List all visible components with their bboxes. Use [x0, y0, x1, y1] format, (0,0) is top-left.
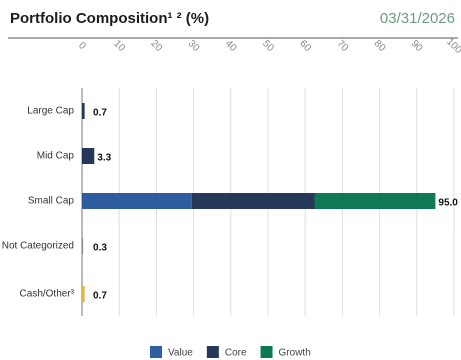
bar [82, 148, 95, 164]
data-label: 0.3 [93, 243, 107, 254]
x-tick-label: 90 [409, 38, 425, 54]
x-tick-label: 60 [297, 38, 313, 54]
x-tick-label: 30 [186, 38, 202, 54]
x-tick-label: 50 [260, 38, 276, 54]
x-tick-label: 100 [444, 36, 461, 56]
x-tick-label: 0 [76, 40, 88, 52]
legend-label: Value [168, 348, 193, 359]
bar [82, 286, 85, 302]
x-tick-label: 10 [111, 38, 127, 54]
y-tick-label: Cash/Other³ [20, 289, 75, 300]
data-label: 3.3 [97, 153, 111, 164]
bar [191, 193, 315, 209]
y-tick-label: Mid Cap [37, 151, 75, 162]
x-tick-label: 20 [148, 38, 164, 54]
legend-swatch [150, 346, 162, 358]
y-tick-label: Small Cap [28, 196, 75, 207]
bar [82, 193, 192, 209]
bar [314, 193, 436, 209]
y-tick-label: Large Cap [27, 106, 74, 117]
x-tick-label: 40 [223, 38, 239, 54]
legend-swatch [260, 346, 273, 358]
x-tick-label: 80 [372, 38, 388, 54]
x-tick-label: 70 [334, 38, 350, 54]
chart-date: 03/31/2026 [380, 10, 455, 27]
legend-label: Core [225, 348, 247, 359]
chart-title: Portfolio Composition¹ ² (%) [10, 10, 209, 27]
data-label: 0.7 [93, 108, 107, 119]
bar [82, 103, 85, 119]
data-label: 95.0 [438, 198, 458, 209]
y-tick-label: Not Categorized [2, 241, 74, 252]
bar [82, 238, 84, 254]
data-label: 0.7 [93, 291, 107, 302]
legend-swatch [206, 346, 219, 358]
legend-label: Growth [279, 348, 311, 359]
